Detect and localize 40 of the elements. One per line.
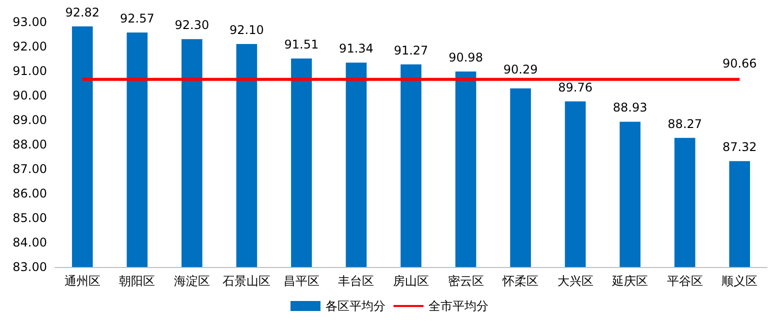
y-tick-label: 92.00	[12, 40, 47, 54]
y-tick-label: 87.00	[12, 162, 47, 176]
data-label: 90.98	[448, 50, 483, 64]
x-tick-label: 怀柔区	[502, 274, 539, 288]
data-label: 88.27	[668, 116, 702, 131]
x-tick-label: 海淀区	[174, 274, 210, 288]
data-label: 91.51	[284, 38, 319, 52]
x-tick-label: 顺义区	[722, 274, 758, 288]
x-tick-label: 丰台区	[338, 274, 374, 288]
x-tick-label: 朝阳区	[119, 274, 156, 288]
y-tick-label: 93.00	[12, 15, 47, 29]
legend-label: 全市平均分	[428, 299, 488, 313]
y-tick-label: 85.00	[12, 211, 47, 225]
y-tick-label: 91.00	[12, 64, 47, 78]
data-label: 91.27	[394, 43, 428, 58]
y-tick-label: 83.00	[12, 260, 47, 274]
x-tick-label: 大兴区	[557, 274, 594, 288]
data-label: 90.66	[722, 56, 757, 70]
y-tick-label: 86.00	[12, 186, 47, 200]
data-label: 91.34	[339, 42, 374, 56]
x-tick-label: 平谷区	[666, 274, 703, 288]
data-label: 92.10	[230, 23, 264, 38]
x-tick-label: 通州区	[64, 274, 100, 288]
y-tick-label: 84.00	[12, 236, 47, 250]
data-label: 92.30	[174, 18, 210, 32]
x-tick-label: 延庆区	[611, 274, 648, 288]
x-tick-label: 昌平区	[283, 274, 320, 288]
y-tick-label: 88.00	[12, 138, 47, 152]
y-tick-label: 90.00	[12, 88, 47, 102]
data-label: 89.76	[558, 80, 592, 94]
data-label: 92.57	[120, 12, 154, 26]
data-label: 88.93	[612, 100, 648, 115]
data-label: 90.29	[503, 62, 538, 76]
data-label: 87.32	[722, 140, 757, 154]
x-tick-label: 石景山区	[222, 274, 271, 288]
x-tick-label: 房山区	[393, 274, 429, 288]
data-label: 92.82	[65, 5, 100, 20]
legend-label: 各区平均分	[326, 299, 386, 313]
y-tick-label: 89.00	[12, 113, 47, 127]
x-tick-label: 密云区	[448, 274, 484, 288]
